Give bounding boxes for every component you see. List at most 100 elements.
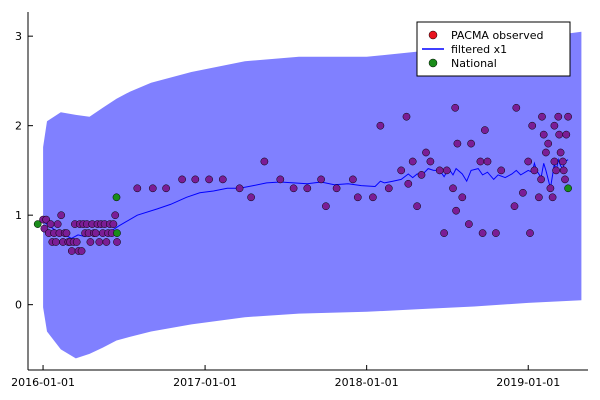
x-tick-label: 2018-01-01 [335,376,399,389]
pacma-point [458,193,467,202]
pacma-point [561,175,569,184]
pacma-point [72,238,81,246]
national-point [112,193,121,202]
pacma-point [519,188,527,197]
pacma-point [408,157,417,166]
pacma-point [453,139,462,148]
x-tick-label: 2016-01-01 [11,376,75,389]
pacma-point [539,130,548,139]
pacma-point [530,166,539,175]
pacma-point [510,202,519,211]
x-tick-label: 2017-01-01 [173,376,237,389]
pacma-point [550,121,559,130]
pacma-point [426,157,435,166]
pacma-point [332,184,341,193]
pacma-point [483,157,492,166]
pacma-point [62,229,71,237]
pacma-point [442,166,451,175]
y-tick-label: 2 [15,120,22,133]
pacma-point [404,179,413,188]
pacma-point [550,157,559,166]
pacma-point [353,193,362,202]
pacma-point [376,121,385,130]
pacma-point [562,130,571,139]
pacma-point [497,166,506,175]
pacma-point [435,166,444,175]
pacma-point [559,166,568,175]
pacma-point [440,229,448,237]
pacma-point [558,157,567,166]
pacma-point [109,220,118,228]
pacma-point [524,157,533,166]
pacma-point [451,103,460,112]
pacma-point [322,202,330,211]
pacma-point [526,229,534,237]
legend-swatch-pacma-observed [428,30,438,40]
pacma-point [422,148,430,157]
pacma-point [113,238,121,246]
y-tick-label: 3 [15,30,22,43]
confidence-band [43,31,582,359]
points-layer [33,103,572,255]
pacma-point [276,175,285,184]
national-point [33,220,42,228]
pacma-point [369,193,377,202]
pacma-point [289,184,298,193]
pacma-point [191,175,200,184]
legend-label-pacma-observed: PACMA observed [451,29,543,42]
pacma-point [52,238,60,246]
pacma-point [465,220,473,228]
pacma-point [205,175,213,184]
y-tick-label: 0 [15,299,22,312]
pacma-point [91,229,100,237]
pacma-point [413,202,421,211]
legend-label-filtered-x1: filtered x1 [451,43,507,56]
pacma-point [57,211,66,220]
pacma-point [77,247,86,255]
pacma-point [546,184,555,193]
national-point [564,184,572,193]
pacma-point [218,175,227,184]
pacma-point [538,112,546,121]
pacma-point [564,112,572,121]
pacma-point [467,139,475,148]
pacma-point [512,103,521,112]
pacma-point [537,175,545,184]
pacma-point [111,211,120,220]
pacma-point [552,166,560,175]
pacma-point [544,139,553,148]
pacma-point [556,148,565,157]
pacma-point [452,206,460,215]
y-tick-label: 1 [15,209,22,222]
pacma-point [317,175,325,184]
legend-swatch-national [428,58,438,68]
pacma-point [402,112,411,121]
pacma-point [86,238,95,246]
pacma-point [148,184,157,193]
pacma-point [349,175,357,184]
pacma-point [260,157,269,166]
pacma-point [384,184,393,193]
pacma-point [555,130,564,139]
pacma-point [481,126,489,134]
pacma-point [235,184,244,193]
pacma-point [46,220,55,228]
pacma-point [478,229,487,237]
pacma-point [102,238,111,246]
pacma-point [247,193,255,202]
axes: 0 1 2 3 2016-01-01 2017-01-01 2018-01-01 2019-0… [11,12,588,389]
national-point [113,229,121,237]
legend-label-national: National [451,57,497,70]
pacma-point [528,121,537,130]
pacma-point [476,157,485,166]
pacma-point [449,184,457,193]
pacma-point [67,247,76,255]
pacma-point [303,184,312,193]
pacma-point [548,193,557,202]
pacma-point [133,184,142,193]
pacma-point [95,238,104,246]
pacma-point [542,148,550,157]
x-tick-label: 2019-01-01 [496,376,560,389]
